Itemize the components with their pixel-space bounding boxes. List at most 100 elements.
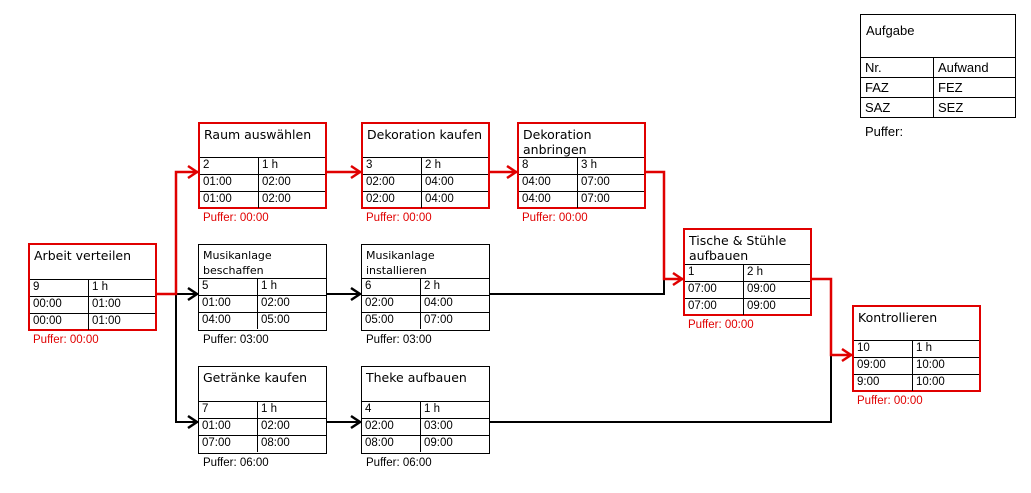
- task-sez: 04:00: [425, 193, 454, 205]
- task-puffer: Puffer: 00:00: [522, 212, 588, 224]
- arrowhead-icon: [350, 286, 363, 302]
- task-node[interactable]: Dekoration anbringen 8 3 h 04:00 07:00 04:00 0…: [517, 122, 646, 209]
- task-nr: 7: [199, 402, 258, 418]
- task-sez: 02:00: [262, 193, 291, 205]
- task-saz: 04:00: [519, 192, 578, 208]
- task-faz: 09:00: [854, 358, 913, 374]
- task-nr: 5: [199, 279, 258, 295]
- arrowhead-icon: [350, 164, 363, 180]
- task-sez: 07:00: [424, 314, 453, 326]
- legend-faz: FAZ: [861, 78, 934, 97]
- arrowhead-icon: [350, 414, 363, 430]
- task-node[interactable]: Theke aufbauen 4 1 h 02:00 03:00 08:00 09:00: [361, 366, 490, 454]
- task-dauer: 2 h: [747, 266, 763, 278]
- task-fez: 02:00: [262, 176, 291, 188]
- task-dauer: 1 h: [261, 280, 277, 292]
- task-sez: 05:00: [261, 314, 290, 326]
- task-saz: 9:00: [854, 375, 913, 391]
- task-puffer: Puffer: 00:00: [203, 212, 269, 224]
- task-nr: 1: [685, 265, 744, 281]
- task-saz: 01:00: [200, 192, 259, 208]
- edge-arrow: [489, 355, 832, 423]
- task-node[interactable]: Kontrollieren 10 1 h 09:00 10:00 9:00 10:00: [852, 305, 981, 392]
- task-title: Kontrollieren: [858, 310, 938, 325]
- task-sez: 01:00: [92, 315, 121, 327]
- legend-title: Aufgabe: [866, 23, 915, 38]
- task-nr: 3: [363, 158, 422, 174]
- task-saz: 07:00: [685, 299, 744, 315]
- task-faz: 01:00: [200, 175, 259, 191]
- task-faz: 01:00: [199, 296, 258, 312]
- legend-nr: Nr.: [861, 58, 934, 77]
- task-node[interactable]: Dekoration kaufen 3 2 h 02:00 04:00 02:00 04:0…: [361, 122, 490, 209]
- task-sez: 07:00: [581, 193, 610, 205]
- task-nr: 4: [362, 402, 421, 418]
- task-dauer: 3 h: [581, 159, 597, 171]
- task-fez: 02:00: [261, 297, 290, 309]
- arrowhead-icon: [672, 271, 685, 287]
- task-faz: 02:00: [363, 175, 422, 191]
- task-saz: 00:00: [30, 314, 89, 330]
- task-fez: 10:00: [916, 359, 945, 371]
- task-node[interactable]: Arbeit verteilen 9 1 h 00:00 01:00 00:00 01:00: [28, 243, 157, 331]
- task-sez: 09:00: [424, 437, 453, 449]
- task-dauer: 1 h: [262, 159, 278, 171]
- edge-arrow: [325, 414, 363, 430]
- task-node[interactable]: Musikanlage beschaffen 5 1 h 01:00 02:00 04:0…: [198, 244, 327, 331]
- task-fez: 01:00: [92, 298, 121, 310]
- legend-fez: FEZ: [938, 80, 963, 95]
- task-faz: 07:00: [685, 282, 744, 298]
- legend-aufwand: Aufwand: [938, 60, 989, 75]
- task-dauer: 1 h: [92, 281, 108, 293]
- edge-arrow: [176, 286, 200, 302]
- arrowhead-icon: [841, 347, 854, 363]
- task-node[interactable]: Musikanlage installieren 6 2 h 02:00 04:00 05…: [361, 244, 490, 331]
- task-title: Musikanlage beschaffen: [203, 249, 272, 277]
- legend-saz: SAZ: [861, 98, 934, 117]
- task-puffer: Puffer: 06:00: [203, 457, 269, 469]
- task-puffer: Puffer: 06:00: [366, 457, 432, 469]
- arrowhead-icon: [506, 164, 519, 180]
- task-puffer: Puffer: 00:00: [366, 212, 432, 224]
- task-faz: 02:00: [362, 296, 421, 312]
- task-nr: 2: [200, 158, 259, 174]
- task-faz: 02:00: [362, 419, 421, 435]
- task-puffer: Puffer: 00:00: [857, 395, 923, 407]
- task-nr: 8: [519, 158, 578, 174]
- task-dauer: 1 h: [424, 403, 440, 415]
- task-title: Arbeit verteilen: [34, 248, 132, 263]
- task-sez: 09:00: [747, 300, 776, 312]
- task-node[interactable]: Tische & Stühle aufbauen 1 2 h 07:00 09:00 07…: [683, 228, 812, 316]
- task-title: Musikanlage installieren: [366, 249, 435, 277]
- task-dauer: 1 h: [916, 342, 932, 354]
- task-faz: 00:00: [30, 297, 89, 313]
- task-fez: 09:00: [747, 283, 776, 295]
- task-faz: 01:00: [199, 419, 258, 435]
- task-saz: 05:00: [362, 313, 421, 329]
- task-sez: 08:00: [261, 437, 290, 449]
- task-fez: 07:00: [581, 176, 610, 188]
- task-dauer: 1 h: [261, 403, 277, 415]
- task-nr: 6: [362, 279, 421, 295]
- task-fez: 04:00: [424, 297, 453, 309]
- task-fez: 02:00: [261, 420, 290, 432]
- task-title: Tische & Stühle aufbauen: [689, 233, 787, 263]
- edge-arrow: [810, 277, 854, 363]
- task-title: Theke aufbauen: [366, 370, 467, 385]
- task-title: Getränke kaufen: [203, 370, 308, 385]
- task-node[interactable]: Getränke kaufen 7 1 h 01:00 02:00 07:00 08:00: [198, 366, 327, 454]
- legend-sez: SEZ: [938, 100, 964, 115]
- task-dauer: 2 h: [425, 159, 441, 171]
- task-puffer: Puffer: 00:00: [688, 319, 754, 331]
- task-title: Dekoration anbringen: [523, 127, 592, 157]
- task-sez: 10:00: [916, 376, 945, 388]
- legend-puffer: Puffer:: [865, 124, 904, 139]
- task-faz: 04:00: [519, 175, 578, 191]
- task-node[interactable]: Raum auswählen 2 1 h 01:00 02:00 01:00 02:00: [198, 122, 327, 209]
- edge-arrow: [175, 294, 200, 430]
- task-title: Raum auswählen: [204, 127, 312, 142]
- edge-arrow: [325, 286, 363, 302]
- task-title: Dekoration kaufen: [367, 127, 483, 142]
